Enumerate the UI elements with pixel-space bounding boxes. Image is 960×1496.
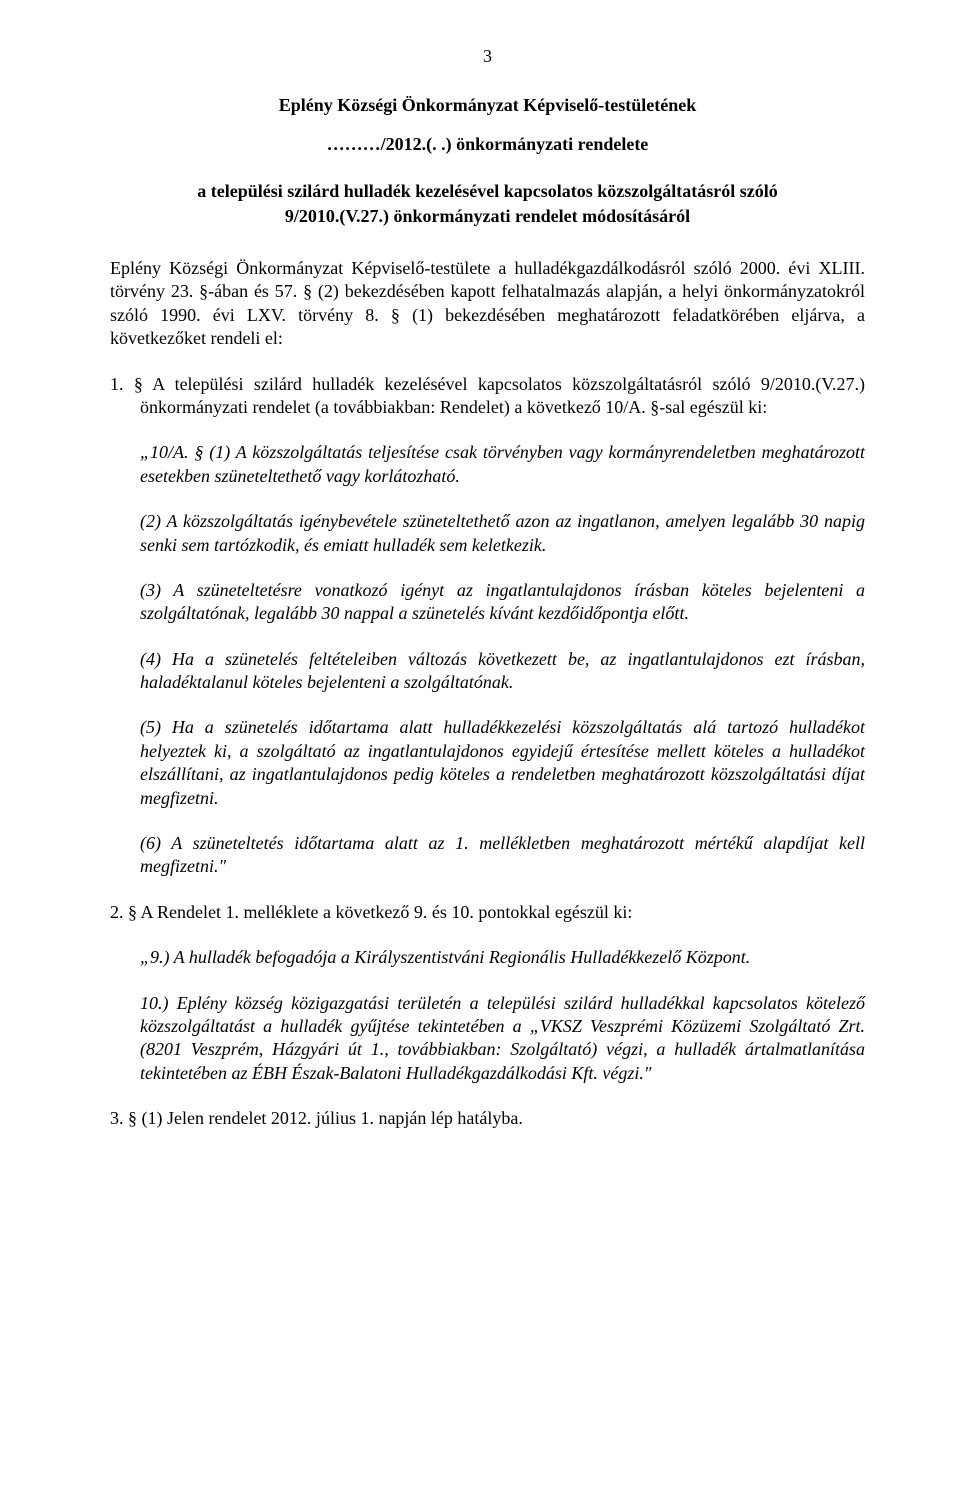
section-2-p10: 10.) Eplény község közigazgatási terület… <box>110 992 865 1086</box>
page-number: 3 <box>110 46 865 67</box>
section-1-p5: (5) Ha a szünetelés időtartama alatt hul… <box>110 716 865 810</box>
title-line-2: ………/2012.(. .) önkormányzati rendelete <box>110 134 865 155</box>
title2-line-2: 9/2010.(V.27.) önkormányzati rendelet mó… <box>110 206 865 227</box>
intro-paragraph: Eplény Községi Önkormányzat Képviselő-te… <box>110 257 865 351</box>
title-block-2: a települési szilárd hulladék kezeléséve… <box>110 181 865 227</box>
section-1-p6: (6) A szüneteltetés időtartama alatt az … <box>110 832 865 879</box>
section-1-lead: 1. § A települési szilárd hulladék kezel… <box>110 373 865 420</box>
section-1-p3: (3) A szüneteltetésre vonatkozó igényt a… <box>110 579 865 626</box>
section-2-lead: 2. § A Rendelet 1. melléklete a következ… <box>110 901 865 924</box>
title-block-1: Eplény Községi Önkormányzat Képviselő-te… <box>110 95 865 155</box>
section-2-p9: „9.) A hulladék befogadója a Királyszent… <box>110 946 865 969</box>
title-line-1: Eplény Községi Önkormányzat Képviselő-te… <box>110 95 865 116</box>
section-1-p1: „10/A. § (1) A közszolgáltatás teljesíté… <box>110 441 865 488</box>
section-1-p2: (2) A közszolgáltatás igénybevétele szün… <box>110 510 865 557</box>
section-3: 3. § (1) Jelen rendelet 2012. július 1. … <box>110 1107 865 1130</box>
title2-line-1: a települési szilárd hulladék kezeléséve… <box>110 181 865 202</box>
section-1-p4: (4) Ha a szünetelés feltételeiben változ… <box>110 648 865 695</box>
